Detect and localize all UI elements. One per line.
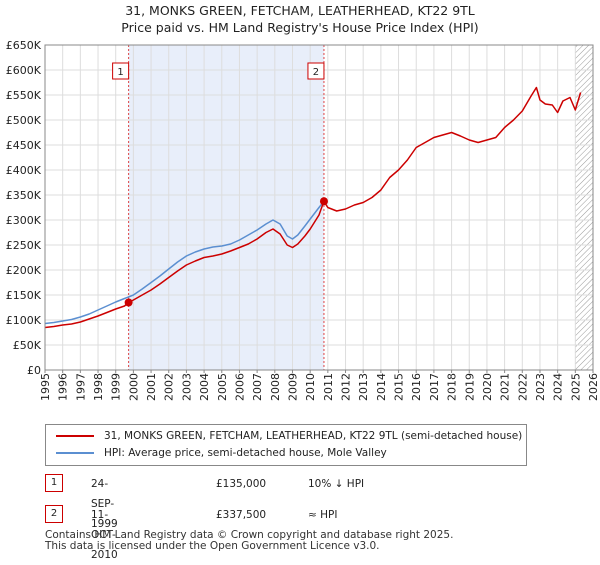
y-tick-label: £600K bbox=[6, 64, 42, 77]
chart-title: 31, MONKS GREEN, FETCHAM, LEATHERHEAD, K… bbox=[0, 2, 600, 36]
transaction-2-point bbox=[319, 197, 328, 206]
y-tick-label: £0 bbox=[27, 364, 41, 377]
legend-label-property: 31, MONKS GREEN, FETCHAM, LEATHERHEAD, K… bbox=[104, 430, 523, 442]
x-tick-label: 2026 bbox=[587, 373, 600, 401]
transaction-date: 24-SEP-1999 bbox=[91, 478, 118, 530]
x-tick-label: 2018 bbox=[446, 373, 459, 401]
x-tick-label: 1998 bbox=[92, 373, 105, 401]
transaction-hpi-relation: 10% ↓ HPI bbox=[308, 478, 365, 490]
legend: 31, MONKS GREEN, FETCHAM, LEATHERHEAD, K… bbox=[45, 424, 527, 466]
x-tick-label: 2001 bbox=[145, 373, 158, 401]
plot-frame bbox=[44, 44, 594, 371]
x-tick-label: 2004 bbox=[198, 373, 211, 401]
y-tick-label: £550K bbox=[6, 89, 42, 102]
x-tick-label: 2025 bbox=[569, 373, 582, 401]
x-tick-label: 2014 bbox=[375, 373, 388, 401]
transaction-price: £337,500 bbox=[216, 509, 267, 521]
legend-item-hpi: HPI: Average price, semi-detached house,… bbox=[56, 445, 387, 461]
y-tick-label: £450K bbox=[6, 139, 42, 152]
x-tick-label: 2012 bbox=[340, 373, 353, 401]
x-tick-label: 2022 bbox=[516, 373, 529, 401]
x-tick-label: 2017 bbox=[428, 373, 441, 401]
y-tick-label: £200K bbox=[6, 264, 42, 277]
legend-label-hpi: HPI: Average price, semi-detached house,… bbox=[104, 447, 387, 459]
x-tick-label: 2002 bbox=[163, 373, 176, 401]
transaction-1-label: 1 bbox=[117, 67, 123, 78]
x-tick-label: 2008 bbox=[269, 373, 282, 401]
y-tick-label: £300K bbox=[6, 214, 42, 227]
x-tick-label: 1995 bbox=[39, 373, 52, 401]
x-tick-label: 1999 bbox=[110, 373, 123, 401]
x-tick-label: 1996 bbox=[57, 373, 70, 401]
x-tick-label: 2019 bbox=[463, 373, 476, 401]
transaction-date: 11-OCT-2010 bbox=[91, 509, 118, 561]
x-tick-label: 2016 bbox=[410, 373, 423, 401]
x-tick-label: 2003 bbox=[180, 373, 193, 401]
x-tick-label: 2020 bbox=[481, 373, 494, 401]
transaction-hpi-relation: ≈ HPI bbox=[308, 509, 338, 521]
x-tick-label: 1997 bbox=[74, 373, 87, 401]
x-tick-label: 2006 bbox=[233, 373, 246, 401]
transaction-marker-2: 2 bbox=[45, 505, 63, 523]
chart-title-line2: Price paid vs. HM Land Registry's House … bbox=[121, 20, 479, 35]
y-tick-label: £100K bbox=[6, 314, 42, 327]
y-tick-label: £500K bbox=[6, 114, 42, 127]
x-tick-label: 2024 bbox=[552, 373, 565, 401]
x-tick-label: 2007 bbox=[251, 373, 264, 401]
x-tick-label: 2023 bbox=[534, 373, 547, 401]
forecast-hatch-area bbox=[575, 45, 593, 370]
x-tick-label: 2000 bbox=[127, 373, 140, 401]
transaction-1-point bbox=[124, 298, 133, 307]
transaction-marker-1: 1 bbox=[45, 474, 63, 492]
footer: Contains HM Land Registry data © Crown c… bbox=[45, 530, 453, 552]
x-tick-label: 2013 bbox=[357, 373, 370, 401]
ownership-period-shading bbox=[128, 45, 324, 370]
x-tick-label: 2010 bbox=[304, 373, 317, 401]
footer-copyright: Contains HM Land Registry data © Crown c… bbox=[45, 529, 454, 541]
y-tick-label: £350K bbox=[6, 189, 42, 202]
transaction-2-label: 2 bbox=[313, 67, 319, 78]
hpi-line bbox=[44, 200, 325, 325]
footer-licence: This data is licensed under the Open Gov… bbox=[45, 540, 380, 552]
x-tick-label: 2021 bbox=[499, 373, 512, 401]
y-tick-label: £150K bbox=[6, 289, 42, 302]
transaction-2-label-box bbox=[307, 62, 325, 80]
transaction-1-label-box bbox=[112, 62, 130, 80]
x-tick-label: 2015 bbox=[393, 373, 406, 401]
price-chart: 1 2 £0 £50K £100K £150K £200K £250K £300K £350K £… bbox=[6, 39, 600, 401]
y-tick-label: £400K bbox=[6, 164, 42, 177]
chart-title-line1: 31, MONKS GREEN, FETCHAM, LEATHERHEAD, K… bbox=[125, 3, 475, 18]
legend-swatch-hpi bbox=[56, 452, 94, 454]
legend-swatch-property bbox=[56, 435, 94, 437]
x-tick-label: 2011 bbox=[322, 373, 335, 401]
y-tick-label: £50K bbox=[13, 339, 42, 352]
legend-item-property: 31, MONKS GREEN, FETCHAM, LEATHERHEAD, K… bbox=[56, 428, 522, 444]
y-tick-label: £250K bbox=[6, 239, 42, 252]
property-price-line bbox=[44, 86, 582, 329]
transaction-price: £135,000 bbox=[216, 478, 267, 490]
y-tick-label: £650K bbox=[6, 39, 42, 52]
x-tick-label: 2009 bbox=[286, 373, 299, 401]
x-tick-label: 2005 bbox=[216, 373, 229, 401]
